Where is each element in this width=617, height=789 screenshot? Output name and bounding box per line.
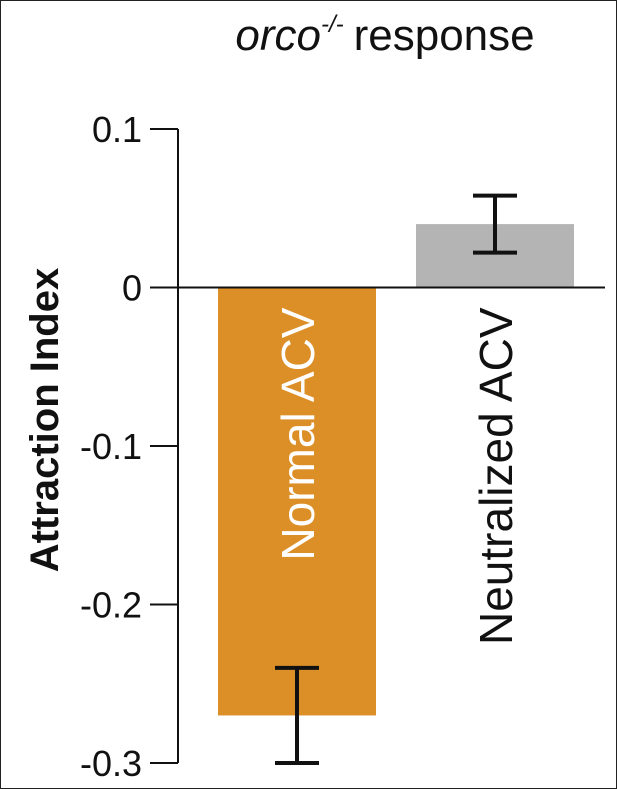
title-genotype: -/- (321, 11, 344, 38)
category-label: Neutralized ACV (470, 307, 522, 645)
y-tick-label: 0.1 (92, 109, 142, 150)
bar (218, 287, 376, 716)
chart-title: orco-/- response (235, 11, 534, 60)
y-tick-label: -0.1 (80, 426, 142, 467)
y-axis-label: Attraction Index (23, 268, 67, 572)
y-tick-label: 0 (122, 268, 142, 309)
title-text: response (354, 11, 535, 60)
y-tick-label: -0.2 (80, 585, 142, 626)
category-label: Normal ACV (272, 307, 324, 560)
y-tick-label: -0.3 (80, 743, 142, 784)
title-gene: orco (235, 11, 321, 60)
